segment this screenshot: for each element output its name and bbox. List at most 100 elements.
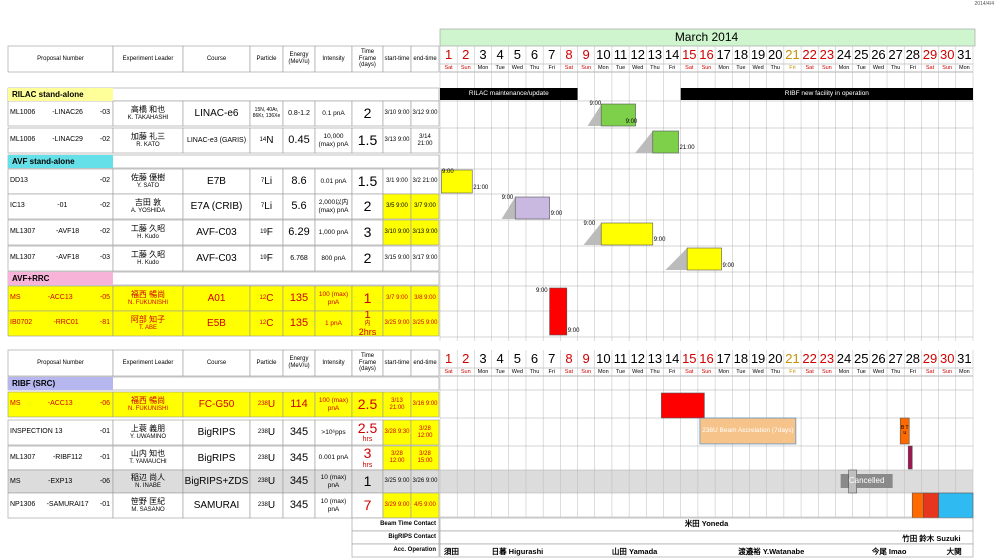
day-number: 6: [530, 46, 539, 62]
header-cell-intensity: [314, 45, 353, 73]
weekday-label-lower: Mon: [959, 368, 970, 375]
weekday-label-lower: Sat: [685, 368, 694, 375]
weekday-label: Mon: [597, 64, 609, 71]
particle-mass: 12: [259, 320, 267, 327]
section-title-avf: AVF stand-alone: [8, 155, 113, 168]
day-number-lower: 15: [682, 350, 697, 366]
row-cell: [410, 193, 440, 220]
end-time: 3/28 12:00: [417, 425, 433, 439]
day-number: 11: [613, 46, 628, 62]
leader-name-en: M. SASANO: [131, 506, 165, 513]
month-header-bg: [439, 28, 976, 47]
proposal-num: -81: [99, 319, 110, 326]
time-frame: 1: [352, 286, 383, 311]
particle-element: F: [266, 227, 273, 238]
proposal-num: -03: [99, 254, 110, 261]
time-frame-value: 2: [363, 249, 372, 266]
header-cell-proposal: [7, 45, 114, 73]
col-header-leader-lower: Experiment Leader: [122, 359, 174, 366]
weekday-label-lower: Thu: [650, 368, 660, 375]
time-frame-value: 2.5: [357, 420, 378, 436]
section-title-rilac: RILAC stand-alone: [8, 88, 113, 101]
weekday-label: Thu: [529, 64, 540, 71]
weekday-label-lower: Mon: [838, 368, 850, 375]
course: AVF-C03: [196, 227, 237, 238]
particle-element: C: [266, 293, 274, 304]
time-label: 21:00: [679, 145, 695, 151]
time-label: 9:00: [722, 263, 735, 269]
day-number-lower: 12: [630, 350, 645, 366]
row-cell: [351, 310, 384, 337]
leader-name-en: N. FUKUNISHI: [127, 299, 168, 306]
row-cell: [182, 285, 251, 312]
leader-name-jp: 笹野 匡紀: [130, 496, 166, 506]
weekday-label: Tue: [736, 64, 746, 71]
energy: 345: [289, 451, 309, 464]
header-cell-energy: [282, 349, 316, 377]
particle-mass: 238: [257, 429, 268, 436]
acc-operator-name: 今尾 Imao: [871, 547, 907, 556]
proposal-num: -06: [99, 400, 110, 407]
day-number-lower: 7: [548, 350, 556, 366]
col-header-energy: Energy (MeV/u): [288, 52, 310, 65]
beam-bar: [600, 103, 636, 127]
row-cell: [314, 245, 353, 272]
proposal-num: -05: [99, 294, 110, 301]
row-cell: [7, 445, 114, 471]
acc-operator-name: 渡邉裕 Y.Watanabe: [738, 547, 805, 556]
weekday-label-lower: Thu: [890, 368, 901, 375]
day-number-lower: 30: [939, 350, 955, 366]
time-frame: 2.5 hrs: [352, 420, 383, 445]
energy: 114: [290, 398, 308, 411]
row-cell: [112, 219, 184, 246]
proposal-id: ML1307: [10, 254, 36, 261]
particle: 238 U: [250, 392, 283, 417]
weekday-label: Fri: [909, 64, 917, 71]
col-header-end: end-time: [413, 55, 437, 62]
day-number: 7: [548, 46, 556, 62]
row-cell: [410, 127, 440, 154]
row-cell: [7, 100, 114, 127]
header-cell-proposal: [7, 349, 114, 377]
proposal-id: IC13: [10, 202, 25, 209]
day-number: 8: [565, 46, 573, 62]
banner-rilac_maint: RILAC maintenance/update: [468, 90, 549, 98]
header-cell-course: [182, 45, 251, 73]
particle-mass: 238: [257, 478, 268, 485]
proposal-sub: -01: [57, 202, 68, 209]
day-number: 14: [664, 46, 680, 62]
course: E7A (CRIB): [190, 201, 243, 212]
row-cell: [314, 285, 353, 312]
particle: 238 U: [250, 470, 283, 493]
energy: 345: [289, 499, 309, 512]
row-cell: [351, 245, 384, 272]
day-number: 16: [699, 46, 714, 62]
day-number-lower: 3: [479, 350, 487, 366]
weekday-label: Sun: [701, 64, 712, 71]
proposal-id: IB0702: [10, 319, 33, 326]
day-number-lower: 9: [582, 350, 590, 366]
time-frame: 2: [352, 246, 383, 271]
proposal-number: ML1307 -RIBF112 -01: [10, 454, 110, 461]
row-cell: [314, 219, 353, 246]
particle: 19 F: [250, 220, 283, 245]
experiment-leader: 工藤 久昭 H. Kudo: [113, 246, 183, 271]
weekday-label: Sun: [942, 64, 953, 71]
proposal-id: DD13: [10, 177, 28, 184]
time-label: 9:00: [583, 221, 596, 227]
contact-label-cell: [351, 543, 440, 558]
row-cell: [282, 419, 316, 446]
row-cell: [382, 193, 412, 220]
time-frame-value: 7: [363, 496, 372, 513]
proposal-number: ML1006 -LINAC26 -03: [10, 109, 110, 116]
weekday-label: Fri: [668, 64, 676, 71]
weekday-label-lower: Sun: [701, 368, 712, 375]
course: AVF-C03: [196, 253, 237, 264]
weekday-label-lower: Wed: [752, 368, 764, 375]
banner-bg: [440, 88, 578, 100]
time-frame: 1.5: [352, 128, 383, 153]
experiment-leader: 福西 暢尚 N. FUKUNISHI: [113, 392, 183, 417]
day-number: 3: [479, 46, 487, 62]
row-cell: [410, 419, 440, 446]
row-cell: [382, 127, 412, 154]
